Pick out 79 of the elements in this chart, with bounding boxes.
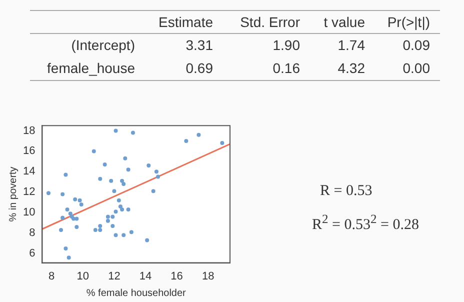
point (64, 172, 68, 177)
y-tick-label: 6 (29, 248, 36, 260)
text: 4.32 (338, 60, 365, 76)
point (60, 216, 65, 220)
point (130, 130, 135, 135)
point (78, 198, 82, 202)
y-tick-label: 18 (22, 124, 36, 137)
category-label: Pr(>|t|) (387, 13, 430, 31)
point (92, 149, 96, 154)
point (146, 164, 151, 168)
y-tick-label: 8 (29, 227, 36, 240)
point (116, 198, 121, 202)
point (126, 208, 130, 212)
point (114, 128, 118, 133)
y-tick-label: 14 (22, 166, 36, 178)
point (126, 168, 130, 172)
point (123, 156, 128, 160)
text: 0.16 (272, 60, 300, 76)
point (129, 230, 134, 234)
point (112, 189, 116, 194)
text: 1.74 (338, 37, 365, 53)
y-tick-label: 16 (22, 145, 36, 158)
point (122, 233, 126, 238)
category-label: Std. Error (240, 13, 300, 31)
point (114, 233, 118, 238)
x-axis-title: % female householder (86, 288, 187, 299)
y-axis-title: % in poverty (8, 166, 19, 222)
point (109, 178, 114, 183)
category-label: female_house (47, 60, 135, 76)
point (110, 224, 115, 228)
point (114, 210, 118, 214)
point (122, 182, 126, 186)
point (60, 192, 65, 196)
point (98, 228, 102, 232)
text: 0.00 (402, 60, 430, 76)
text: 1.90 (272, 37, 300, 53)
point (154, 170, 158, 174)
x-tick-label: 14 (139, 270, 152, 282)
text: R$^{2}$ = 0.53$^{2}$ = 0.28 (312, 212, 419, 234)
text: R = 0.53 (320, 183, 372, 200)
text: 0.69 (186, 60, 213, 76)
point (66, 256, 71, 260)
point (196, 132, 201, 137)
point (220, 141, 224, 146)
text: 0.09 (402, 37, 430, 53)
point (106, 214, 110, 219)
category-label: t value (324, 13, 365, 31)
point (79, 202, 84, 206)
point (68, 212, 72, 216)
y-tick-label: 12 (22, 186, 36, 198)
x-tick-label: 16 (170, 270, 183, 282)
point (98, 176, 102, 181)
x-tick-label: 18 (202, 270, 214, 282)
point (106, 218, 110, 223)
point (145, 238, 150, 242)
point (74, 224, 79, 229)
x-tick-label: 8 (48, 270, 55, 282)
point (73, 197, 78, 202)
point (64, 246, 68, 250)
point (156, 174, 160, 179)
point (65, 208, 70, 212)
point (74, 216, 79, 221)
point (120, 208, 124, 212)
category-label: Estimate (158, 13, 213, 31)
point (46, 191, 50, 196)
point (151, 189, 156, 194)
point (184, 138, 188, 143)
point (59, 228, 64, 232)
y-tick-label: 10 (22, 206, 36, 219)
category-label: (Intercept) (71, 37, 135, 53)
point (98, 224, 102, 228)
x-tick-label: 12 (108, 270, 120, 282)
point (93, 228, 98, 232)
x-tick-label: 10 (76, 270, 90, 282)
text: 3.31 (186, 37, 213, 53)
point (110, 214, 115, 219)
point (102, 162, 107, 167)
point (120, 178, 124, 183)
point (118, 204, 122, 208)
